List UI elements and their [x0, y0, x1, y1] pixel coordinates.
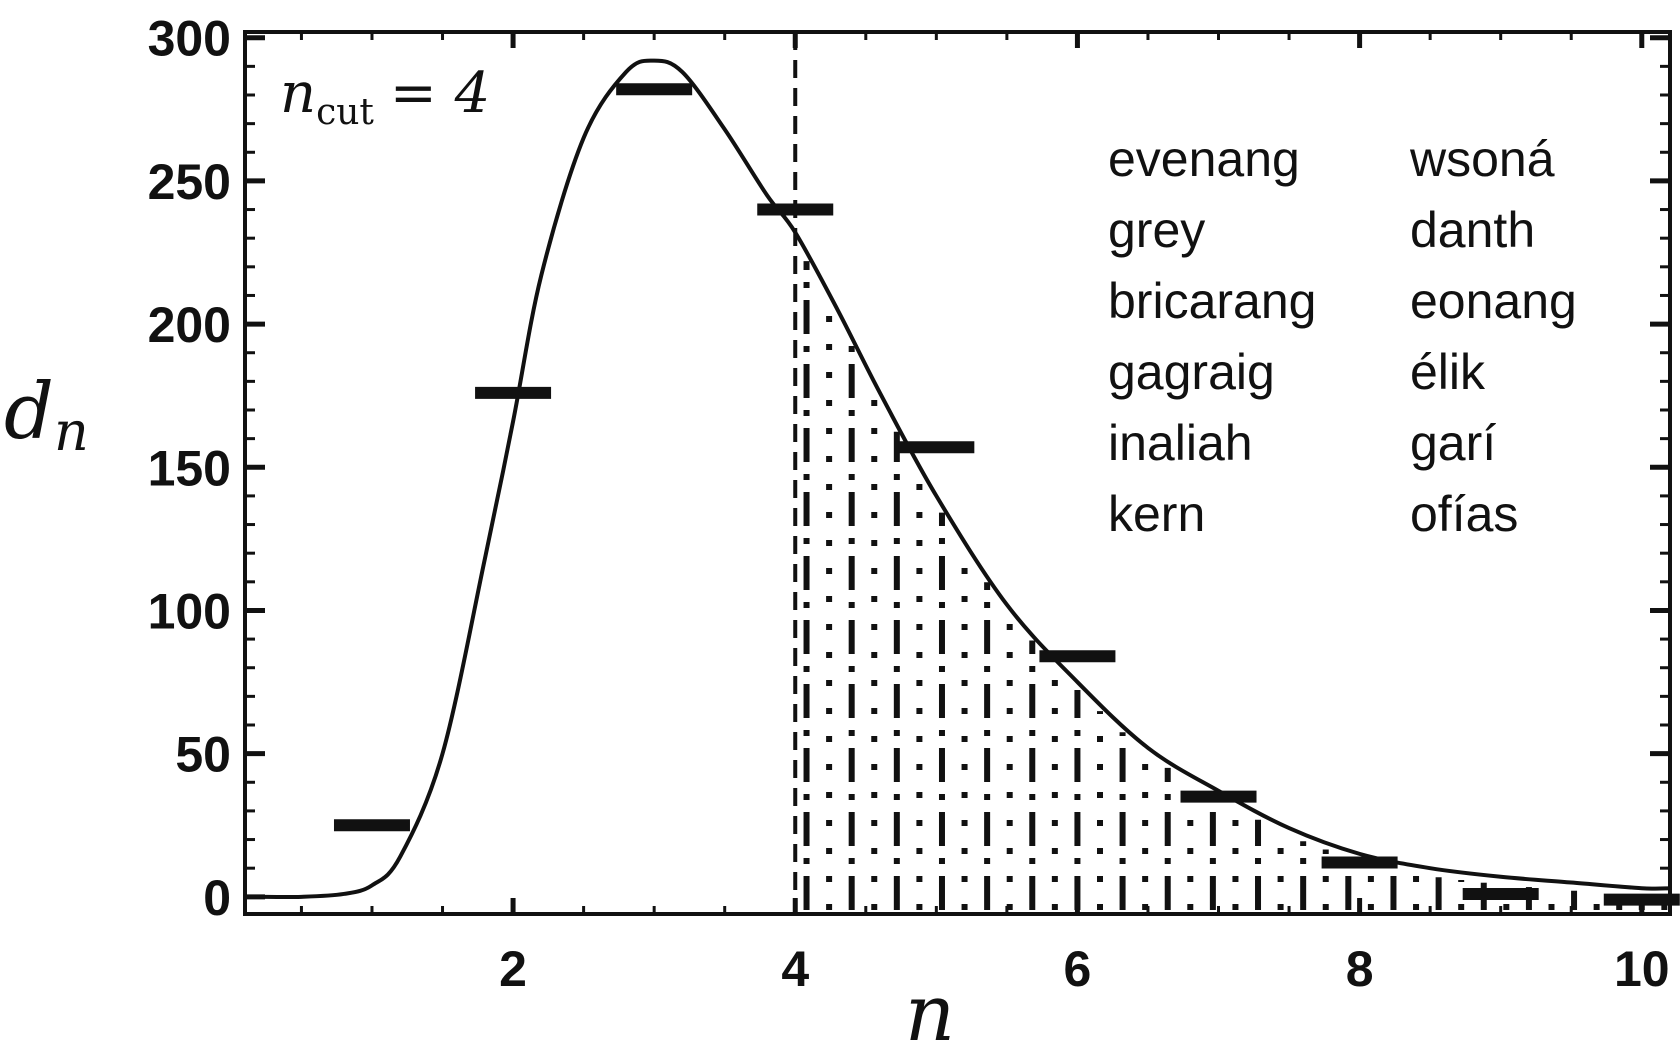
legend-entry: danth — [1410, 202, 1535, 258]
y-tick-label: 300 — [148, 11, 231, 67]
x-tick-label: 10 — [1614, 941, 1670, 997]
legend-entry: wsoná — [1409, 131, 1555, 187]
x-tick-label: 8 — [1346, 941, 1374, 997]
legend-entry: inaliah — [1108, 415, 1253, 471]
annotation-n: n — [280, 61, 316, 126]
cutoff-annotation: ncut = 4 — [280, 61, 490, 133]
y-axis-label: dn — [4, 367, 89, 463]
axis-ticks — [245, 32, 1670, 914]
y-tick-label: 100 — [148, 583, 231, 639]
y-tick-label: 0 — [203, 870, 231, 926]
y-tick-label: 250 — [148, 154, 231, 210]
plot-area — [243, 30, 1672, 916]
annotation-sub: cut — [316, 92, 374, 133]
y-axis-label-sub: n — [54, 400, 89, 463]
legend: evenang grey bricarang gagraig inaliah kern ws… — [1108, 131, 1577, 542]
x-tick-label: 4 — [781, 941, 809, 997]
annotation-rhs: = 4 — [390, 61, 490, 126]
legend-entry: élik — [1410, 344, 1486, 400]
y-tick-label: 200 — [148, 297, 231, 353]
legend-entry: garí — [1410, 415, 1496, 471]
legend-entry: grey — [1108, 202, 1205, 258]
legend-entry: evenang — [1108, 131, 1300, 187]
x-tick-label: 2 — [499, 941, 527, 997]
legend-entry: kern — [1108, 486, 1205, 542]
step-markers — [333, 83, 1680, 906]
y-tick-label: 150 — [148, 440, 231, 496]
legend-entry: bricarang — [1108, 273, 1316, 329]
y-tick-labels: 0 50 100 150 200 250 300 — [148, 11, 231, 926]
x-tick-labels: 2 4 6 8 10 — [499, 941, 1669, 997]
y-axis-label-main: d — [4, 367, 54, 457]
legend-entry: gagraig — [1108, 344, 1275, 400]
legend-entry: ofías — [1410, 486, 1518, 542]
x-tick-label: 6 — [1064, 941, 1092, 997]
y-tick-label: 50 — [175, 727, 231, 783]
x-axis-label: n — [905, 969, 955, 1056]
legend-entry: eonang — [1410, 273, 1577, 329]
